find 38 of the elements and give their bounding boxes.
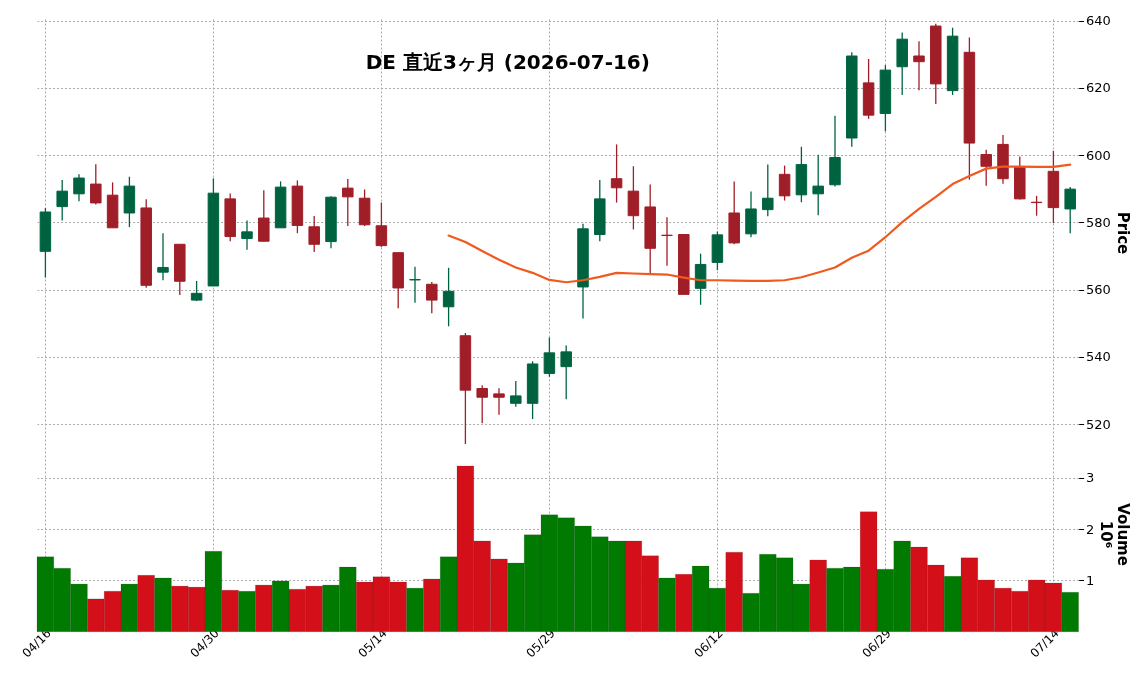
- text: 10⁶: [1097, 520, 1116, 549]
- candlestick: [241, 219, 253, 251]
- candlestick: [1064, 186, 1076, 234]
- candlestick: [762, 163, 774, 218]
- candlestick: [476, 384, 488, 424]
- y-axis-title: Volume: [1114, 503, 1133, 566]
- candlestick: [342, 178, 354, 227]
- y-tick-label: 620: [1086, 80, 1111, 96]
- candlestick: [409, 266, 421, 304]
- candlestick: [375, 201, 388, 248]
- candlestick: [610, 143, 623, 204]
- y-tick-label: 2: [1086, 521, 1095, 537]
- y-tick-label: 600: [1086, 147, 1111, 163]
- candlestick: [778, 164, 791, 202]
- candlestick: [258, 189, 270, 242]
- candlestick: [543, 336, 556, 378]
- text: DE 直近3ヶ月 (2026-07-16): [365, 49, 650, 74]
- y-axis-title: Price: [1113, 211, 1132, 255]
- candlestick: [426, 281, 438, 314]
- candlestick: [308, 215, 320, 253]
- y-tick-label: 520: [1086, 416, 1111, 432]
- candlestick: [980, 149, 992, 187]
- candlestick: [90, 163, 102, 206]
- candlestick: [812, 154, 824, 216]
- y-tick-label: 640: [1086, 13, 1111, 29]
- candlestick: [157, 232, 169, 281]
- candlestick: [493, 387, 505, 416]
- candlestick: [560, 344, 572, 400]
- y-tick-label: 540: [1086, 349, 1111, 365]
- y-tick-label: 1: [1086, 572, 1095, 588]
- candlestick: [442, 267, 455, 327]
- candlestick: [913, 40, 925, 91]
- y-tick-label: 580: [1086, 214, 1111, 230]
- y-tick-label: 560: [1086, 282, 1111, 298]
- candlestick: [56, 179, 68, 222]
- candlestick: [510, 380, 522, 408]
- candlestick: [73, 173, 85, 202]
- y-tick-label: 3: [1086, 470, 1095, 486]
